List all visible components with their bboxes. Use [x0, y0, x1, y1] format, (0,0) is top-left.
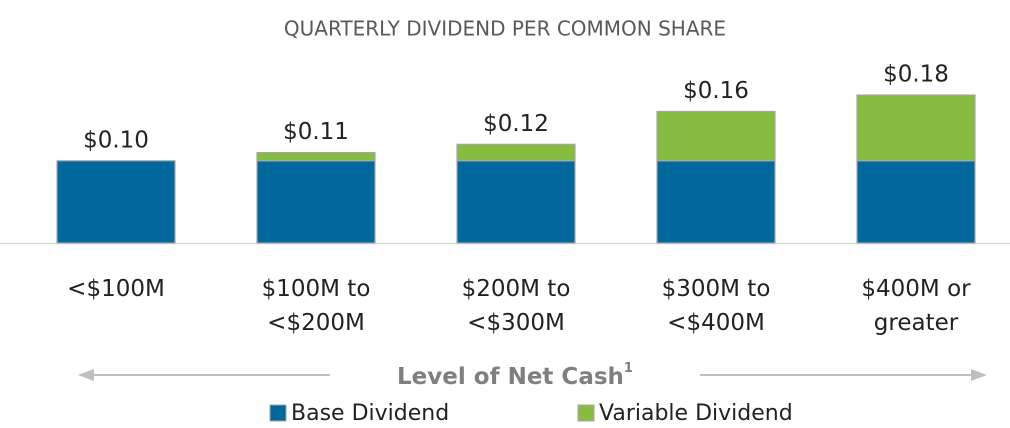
arrow-head-right — [971, 369, 987, 381]
total-label: $0.12 — [483, 111, 549, 137]
legend-label: Base Dividend — [291, 401, 449, 426]
bar-segment — [456, 143, 576, 162]
bar-segment — [656, 160, 776, 244]
x-axis-label: Level of Net Cash1 — [397, 361, 633, 390]
chart-title: QUARTERLY DIVIDEND PER COMMON SHARE — [284, 17, 726, 41]
x-tick-label: $400M or greater — [861, 276, 971, 336]
bar-segment — [656, 110, 776, 162]
x-axis-label-text: Level of Net Cash — [397, 364, 624, 390]
bar-segment — [256, 160, 376, 244]
arrow-head-left — [78, 369, 94, 381]
x-axis-label-note: 1 — [624, 361, 633, 376]
x-tick-label: $200M to <$300M — [461, 276, 571, 336]
bar-segment — [856, 160, 976, 244]
total-label: $0.18 — [883, 62, 949, 88]
x-tick-label: $100M to <$200M — [261, 276, 371, 336]
total-label: $0.10 — [83, 127, 149, 153]
legend-swatch — [577, 404, 595, 422]
bar-segment — [456, 160, 576, 244]
x-tick-label: <$100M — [67, 276, 165, 302]
x-tick-label: $300M to <$400M — [661, 276, 771, 336]
legend-swatch — [269, 404, 287, 422]
total-label: $0.11 — [283, 119, 349, 145]
bar-segment — [256, 151, 376, 162]
bar-segment — [56, 160, 176, 244]
bar-segment — [856, 94, 976, 162]
legend-label: Variable Dividend — [599, 401, 793, 426]
total-label: $0.16 — [683, 78, 749, 104]
